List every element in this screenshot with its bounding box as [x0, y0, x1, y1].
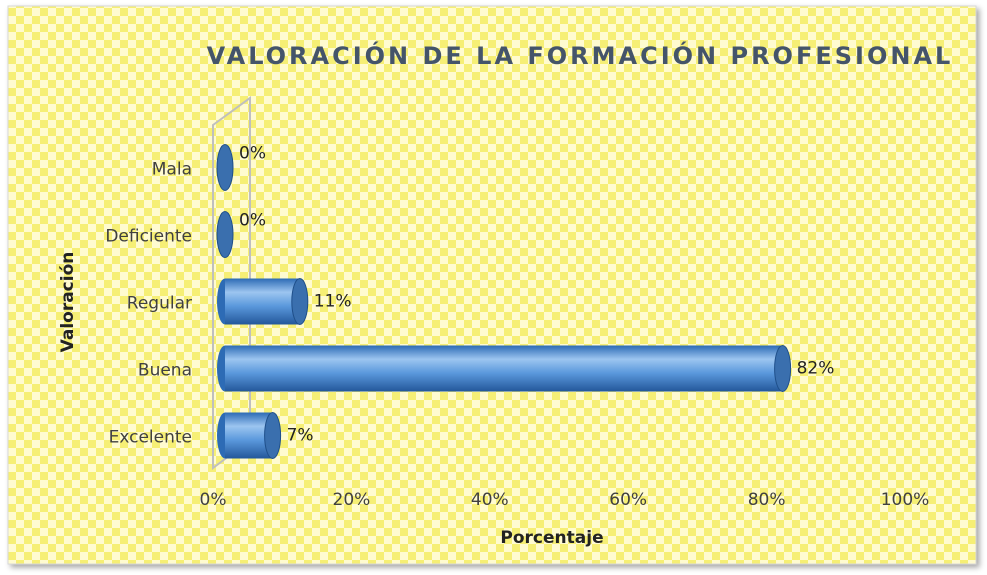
value-label: 82% — [797, 359, 835, 379]
bar — [225, 345, 783, 392]
y-axis-title: Valoración — [58, 252, 78, 353]
x-tick-label: 40% — [471, 490, 509, 510]
bar-cap — [216, 144, 234, 191]
value-label: 7% — [287, 426, 314, 446]
y-tick-label: Regular — [127, 294, 192, 314]
x-tick-label: 60% — [609, 490, 647, 510]
bar-cap — [291, 278, 309, 325]
y-tick-label: Excelente — [109, 428, 192, 448]
x-tick-label: 0% — [200, 490, 227, 510]
value-label: 11% — [314, 292, 352, 312]
y-tick-label: Mala — [152, 160, 192, 180]
value-label: 0% — [239, 211, 266, 231]
y-tick-label: Buena — [138, 361, 192, 381]
value-label: 0% — [239, 144, 266, 164]
y-tick-label: Deficiente — [105, 227, 192, 247]
bar-cap — [216, 211, 234, 258]
chart-title: VALORACIÓN DE LA FORMACIÓN PROFESIONAL — [207, 40, 954, 70]
bar-cap — [774, 345, 792, 392]
x-tick-label: 100% — [881, 490, 930, 510]
x-axis-title: Porcentaje — [500, 528, 603, 548]
chart-area — [7, 5, 977, 565]
bar-cap — [264, 412, 282, 459]
x-tick-label: 80% — [748, 490, 786, 510]
bar — [225, 278, 300, 325]
x-tick-label: 20% — [333, 490, 371, 510]
